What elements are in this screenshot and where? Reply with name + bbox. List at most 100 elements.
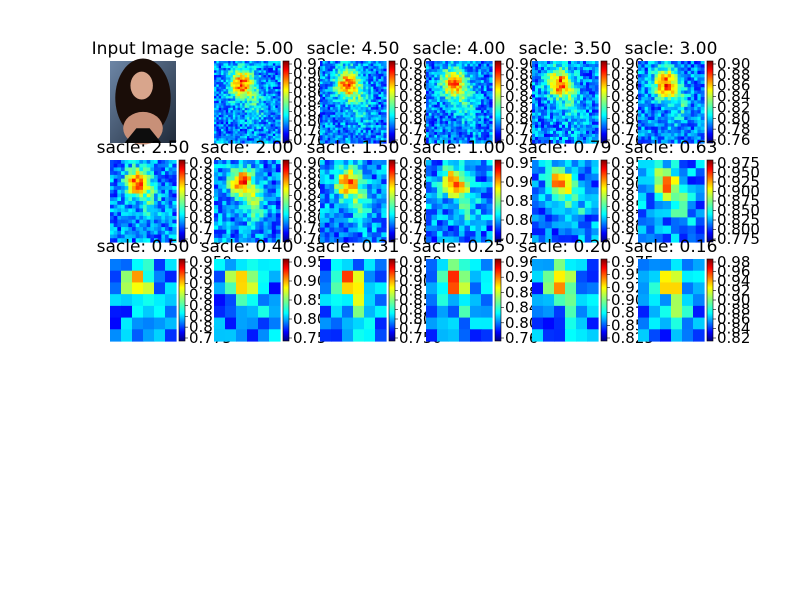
heatmap-cell: [647, 97, 652, 101]
heatmap-cell: [470, 71, 474, 76]
heatmap-cell: [365, 68, 369, 72]
heatmap-cell: [222, 176, 227, 182]
heatmap-cell: [373, 99, 377, 103]
heatmap-cell: [470, 104, 474, 109]
heatmap-cell: [592, 67, 596, 71]
heatmap-cell: [700, 100, 705, 105]
heatmap-cell: [261, 82, 265, 86]
heatmap-cell: [218, 209, 223, 214]
heatmap-cell: [322, 112, 326, 116]
heatmap-cell: [347, 117, 352, 121]
heatmap-cell: [358, 73, 362, 77]
heatmap-cell: [350, 76, 354, 80]
heatmap-cell: [150, 174, 155, 180]
heatmap-cell: [467, 121, 471, 125]
heatmap-cell: [345, 84, 349, 88]
heatmap-cell: [214, 61, 217, 64]
panel-title: sacle: 0.79: [519, 138, 612, 158]
heatmap-cell: [644, 136, 649, 141]
heatmap-cell: [595, 76, 599, 80]
heatmap-cell: [325, 91, 329, 95]
heatmap-cell: [453, 123, 457, 128]
heatmap-cell: [132, 193, 137, 198]
heatmap-cell: [247, 100, 250, 104]
heatmap-cell: [216, 86, 220, 90]
heatmap-cell: [592, 133, 596, 138]
heatmap-cell: [216, 126, 220, 130]
heatmap-cell: [221, 135, 225, 139]
heatmap-cell: [150, 178, 155, 183]
heatmap-cell: [268, 93, 272, 97]
heatmap-cell: [380, 73, 385, 77]
heatmap-cell: [467, 66, 471, 70]
heatmap-cell: [225, 138, 229, 142]
heatmap-cell: [277, 131, 281, 135]
heatmap-cell: [571, 194, 579, 202]
heatmap-cell: [370, 78, 374, 83]
heatmap-cell: [592, 109, 596, 114]
heatmap-cell: [327, 127, 331, 131]
heatmap-cell: [216, 79, 220, 83]
heatmap-cell: [247, 61, 250, 64]
heatmap-cell: [357, 217, 364, 224]
heatmap-cell: [150, 234, 155, 239]
heatmap-cell: [426, 123, 430, 128]
heatmap-cell: [586, 88, 590, 92]
heatmap-cell: [345, 96, 349, 101]
heatmap-cell: [218, 91, 222, 95]
heatmap-cell: [272, 138, 276, 142]
heatmap-cell: [442, 77, 446, 81]
panel-title: Input Image: [92, 39, 195, 59]
heatmap-cell: [571, 82, 575, 86]
heatmap-cell: [547, 103, 551, 108]
heatmap-cell: [348, 217, 354, 224]
heatmap-cell: [577, 100, 581, 105]
heatmap-cell: [214, 133, 217, 137]
heatmap-cell: [453, 165, 460, 172]
heatmap-cell: [353, 174, 359, 180]
heatmap-cell: [242, 131, 246, 135]
heatmap-cell: [239, 72, 243, 76]
heatmap-cell: [362, 208, 368, 214]
heatmap-cell: [373, 114, 377, 118]
heatmap-cell: [172, 215, 177, 221]
heatmap-cell: [335, 94, 339, 98]
heatmap-cell: [270, 133, 274, 137]
heatmap-cell: [547, 115, 551, 120]
heatmap-cell: [128, 197, 133, 202]
heatmap-cell: [647, 67, 652, 72]
heatmap-cell: [450, 80, 455, 84]
heatmap-cell: [258, 119, 262, 123]
heatmap-cell: [226, 168, 232, 173]
heatmap-cell: [461, 110, 466, 114]
heatmap-cell: [353, 89, 357, 93]
heatmap-cell: [256, 105, 260, 109]
heatmap-cell: [251, 82, 255, 86]
heatmap-cell: [267, 196, 273, 202]
heatmap-cell: [380, 81, 385, 85]
heatmap-cell: [450, 115, 455, 119]
heatmap-cell: [327, 135, 331, 139]
heatmap-cell: [571, 94, 575, 99]
heatmap-cell: [538, 61, 542, 65]
heatmap-cell: [481, 85, 485, 89]
heatmap-cell: [135, 212, 140, 217]
heatmap-cell: [330, 84, 334, 88]
heatmap-cell: [251, 209, 256, 214]
heatmap-cell: [270, 124, 274, 128]
heatmap-cell: [347, 122, 352, 126]
heatmap-cell: [121, 223, 126, 228]
heatmap-cell: [532, 115, 536, 120]
heatmap-cell: [272, 110, 276, 114]
heatmap-cell: [453, 236, 460, 243]
heatmap-cell: [225, 93, 229, 97]
heatmap-cell: [214, 117, 217, 121]
heatmap-cell: [216, 98, 220, 102]
heatmap-cell: [332, 140, 336, 144]
heatmap-cell: [448, 129, 452, 133]
heatmap-cell: [362, 169, 368, 176]
heatmap-cell: [270, 93, 274, 97]
heatmap-cell: [651, 103, 656, 108]
heatmap-cell: [251, 172, 256, 177]
heatmap-cell: [674, 93, 679, 98]
